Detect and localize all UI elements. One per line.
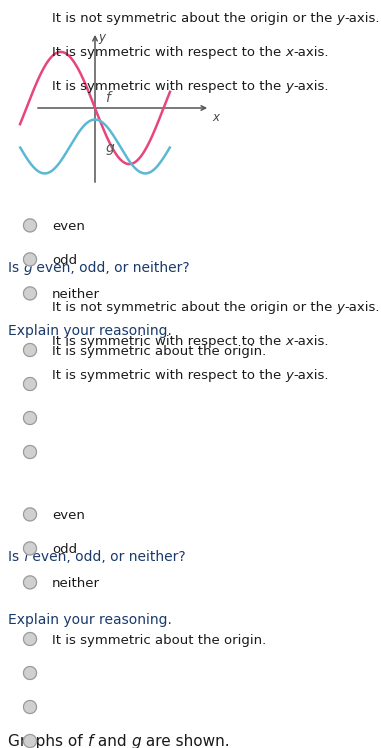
Text: -axis.: -axis.	[293, 80, 329, 93]
Text: even: even	[52, 221, 85, 233]
Polygon shape	[24, 343, 37, 357]
Text: $x$: $x$	[212, 111, 221, 124]
Text: $y$: $y$	[98, 32, 107, 46]
Text: It is symmetric about the origin.: It is symmetric about the origin.	[52, 345, 266, 358]
Polygon shape	[24, 219, 37, 232]
Text: y: y	[337, 301, 344, 314]
Text: odd: odd	[52, 543, 77, 557]
Text: Explain your reasoning.: Explain your reasoning.	[8, 613, 172, 628]
Text: f: f	[24, 550, 28, 564]
Text: x: x	[285, 46, 293, 59]
Polygon shape	[24, 253, 37, 266]
Polygon shape	[24, 287, 37, 300]
Text: $g$: $g$	[105, 141, 115, 156]
Text: f: f	[88, 734, 93, 748]
Polygon shape	[24, 542, 37, 555]
Text: even: even	[52, 509, 85, 522]
Text: -axis.: -axis.	[293, 369, 329, 382]
Text: g: g	[131, 734, 141, 748]
Polygon shape	[24, 411, 37, 425]
Text: y: y	[285, 369, 293, 382]
Text: neither: neither	[52, 289, 100, 301]
Polygon shape	[24, 576, 37, 589]
Text: even, odd, or neither?: even, odd, or neither?	[32, 261, 190, 275]
Text: It is not symmetric about the origin or the: It is not symmetric about the origin or …	[52, 12, 337, 25]
Text: -axis.: -axis.	[293, 46, 329, 59]
Text: y: y	[337, 12, 344, 25]
Text: It is symmetric with respect to the: It is symmetric with respect to the	[52, 335, 285, 348]
Polygon shape	[24, 508, 37, 521]
Text: Is: Is	[8, 261, 24, 275]
Polygon shape	[24, 446, 37, 459]
Text: g: g	[24, 261, 32, 275]
Text: It is symmetric with respect to the: It is symmetric with respect to the	[52, 46, 285, 59]
Text: -axis.: -axis.	[344, 301, 380, 314]
Text: -axis.: -axis.	[293, 335, 329, 348]
Text: -axis.: -axis.	[344, 12, 380, 25]
Text: Explain your reasoning.: Explain your reasoning.	[8, 325, 172, 338]
Text: It is symmetric with respect to the: It is symmetric with respect to the	[52, 80, 285, 93]
Polygon shape	[24, 701, 37, 714]
Text: and: and	[93, 734, 131, 748]
Text: It is not symmetric about the origin or the: It is not symmetric about the origin or …	[52, 301, 337, 314]
Text: neither: neither	[52, 577, 100, 590]
Text: y: y	[285, 80, 293, 93]
Text: are shown.: are shown.	[141, 734, 230, 748]
Text: odd: odd	[52, 254, 77, 267]
Text: even, odd, or neither?: even, odd, or neither?	[28, 550, 186, 564]
Text: Graphs of: Graphs of	[8, 734, 88, 748]
Polygon shape	[24, 735, 37, 747]
Polygon shape	[24, 666, 37, 679]
Polygon shape	[24, 378, 37, 390]
Text: $f$: $f$	[105, 90, 114, 105]
Text: Is: Is	[8, 550, 24, 564]
Text: It is symmetric about the origin.: It is symmetric about the origin.	[52, 634, 266, 647]
Polygon shape	[24, 633, 37, 646]
Text: x: x	[285, 335, 293, 348]
Text: It is symmetric with respect to the: It is symmetric with respect to the	[52, 369, 285, 382]
